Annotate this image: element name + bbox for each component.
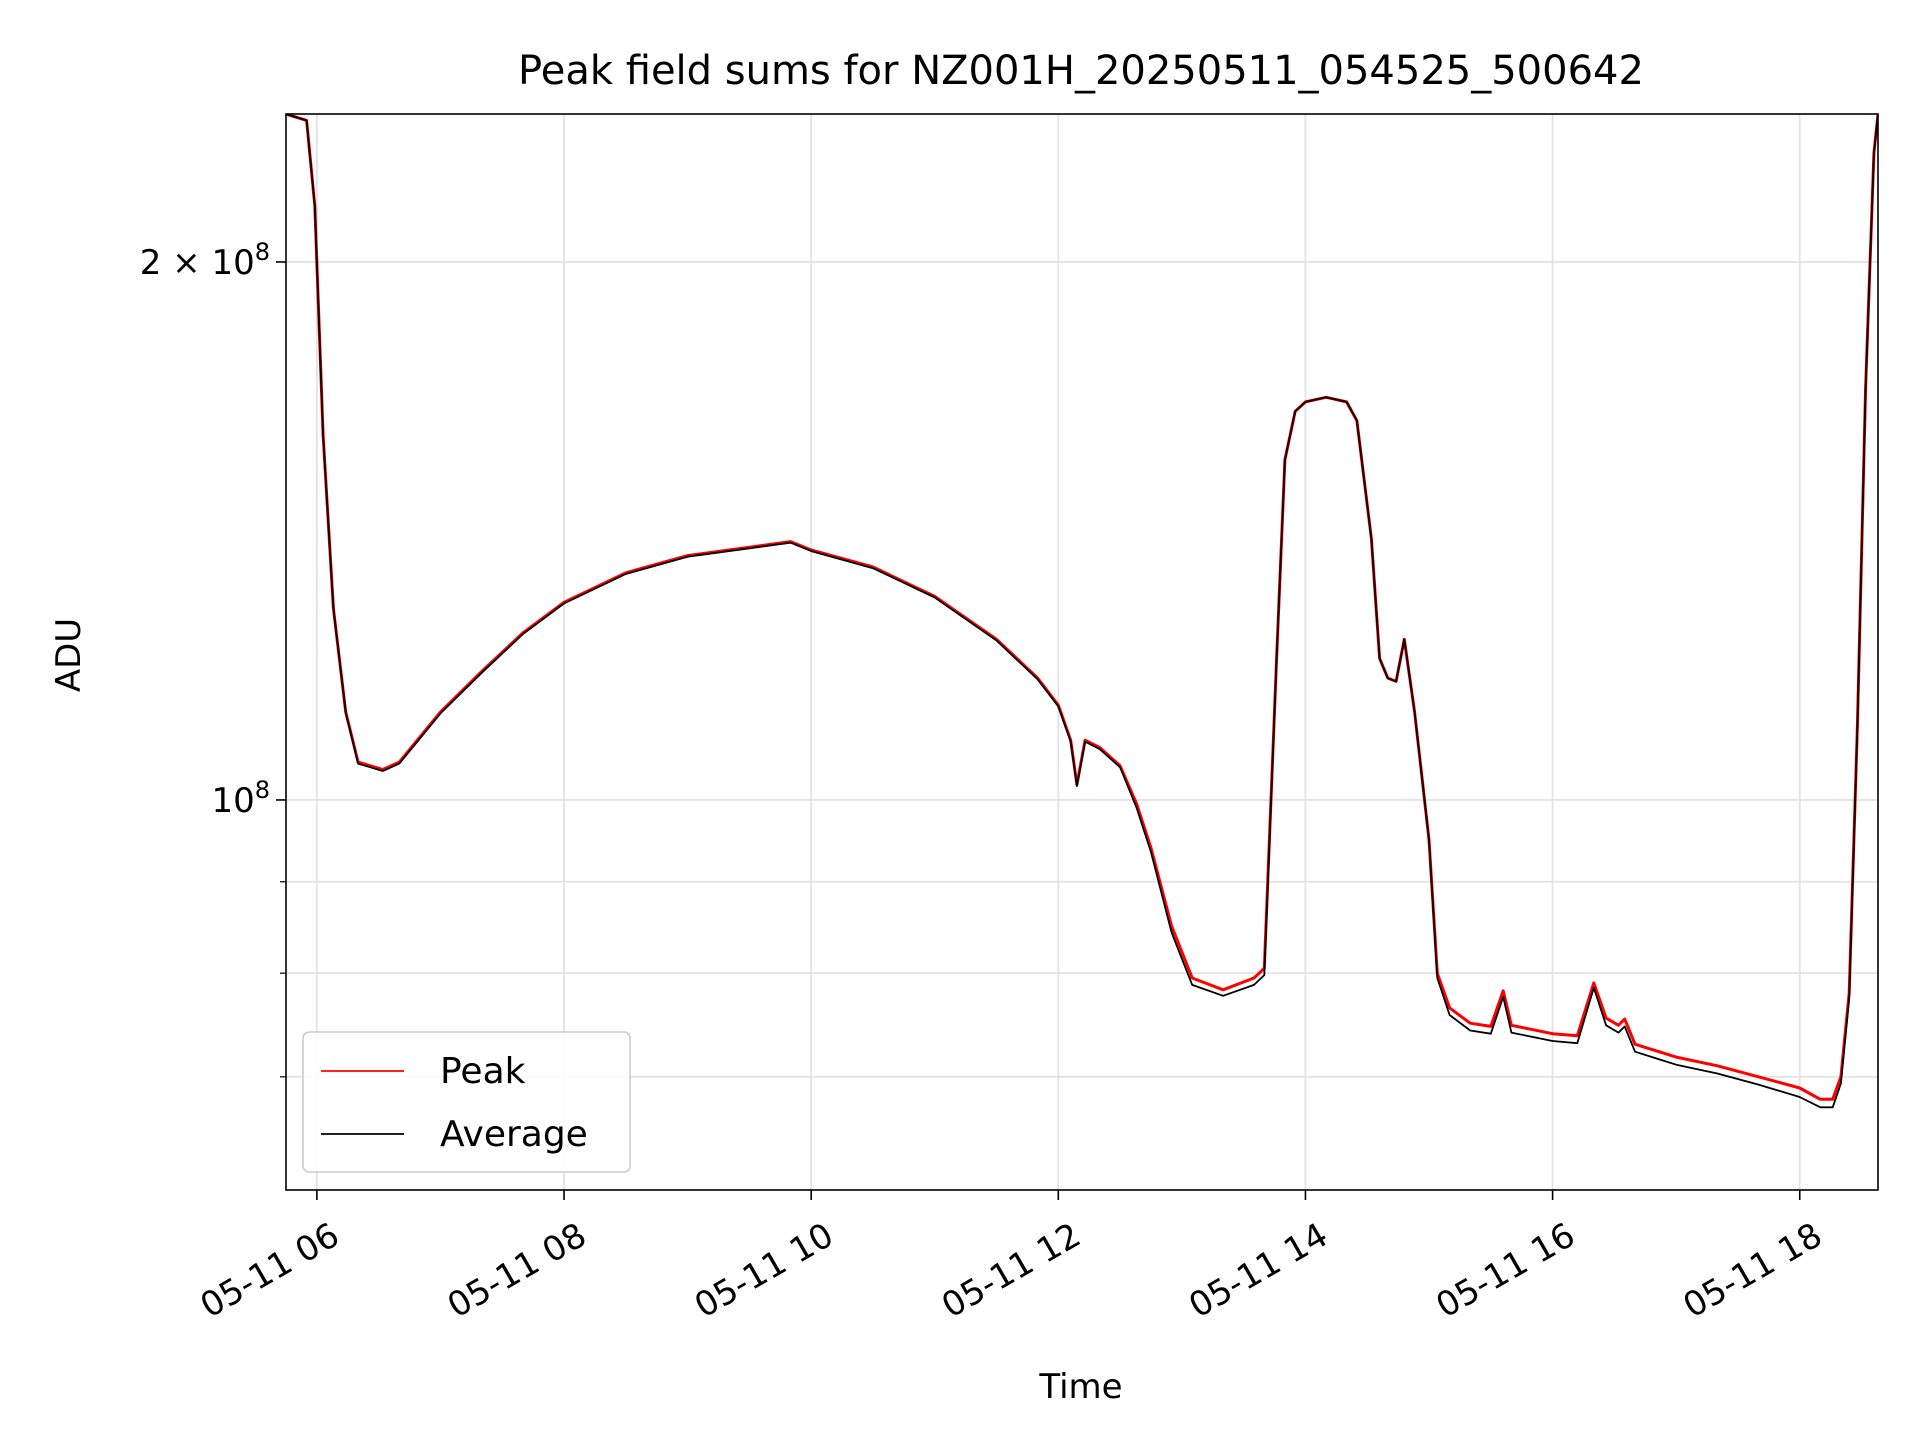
- grid: [286, 114, 1878, 1190]
- y-tick-label: 108: [211, 776, 270, 821]
- series-line-average: [286, 114, 1878, 1109]
- y-tick-label: 2 × 108: [140, 238, 270, 283]
- y-axis-label: ADU: [49, 618, 89, 692]
- plot-lines: [286, 114, 1878, 1109]
- plot-frame: [285, 113, 1879, 1191]
- legend-box: [302, 1031, 631, 1173]
- chart-title: Peak field sums for NZ001H_20250511_0545…: [518, 48, 1644, 94]
- legend: Peak Average: [302, 1031, 631, 1173]
- x-axis-label: Time: [1038, 1367, 1122, 1407]
- legend-label: Peak: [440, 1051, 526, 1092]
- legend-label: Average: [440, 1114, 588, 1155]
